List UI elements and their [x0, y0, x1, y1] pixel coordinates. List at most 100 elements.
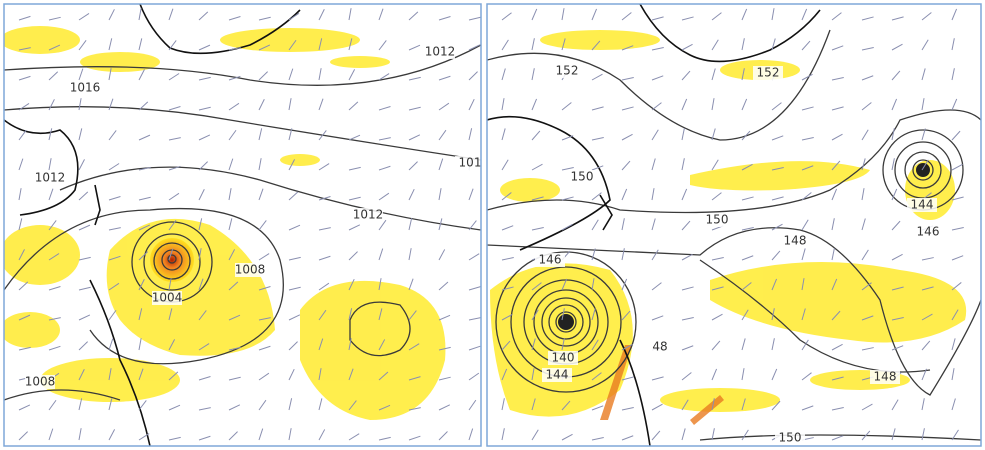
- wind-barb: [831, 133, 843, 141]
- wind-barb: [258, 317, 271, 321]
- wind-barb: [408, 218, 413, 231]
- wind-barb: [891, 220, 901, 231]
- wind-barb: [891, 16, 904, 21]
- wind-barb: [138, 8, 142, 21]
- wind-barb: [288, 286, 301, 291]
- wind-barb: [48, 345, 61, 351]
- wind-barb: [318, 398, 323, 411]
- wind-barb: [591, 106, 604, 111]
- wind-barb: [318, 309, 327, 321]
- isobar-label: 1008: [235, 263, 266, 277]
- coastline: [4, 4, 301, 446]
- wind-barb: [348, 69, 356, 81]
- wind-barb: [771, 102, 782, 111]
- wind-barb: [741, 338, 746, 351]
- wind-barb: [18, 47, 31, 51]
- wind-barb: [681, 399, 689, 411]
- wind-barb: [771, 250, 781, 261]
- wind-barb: [681, 98, 688, 111]
- wind-barb: [138, 308, 143, 321]
- wind-barb: [921, 340, 931, 351]
- wind-barb: [288, 398, 293, 411]
- wind-barb: [531, 163, 543, 171]
- wind-barb: [621, 45, 634, 51]
- wind-barb: [468, 128, 473, 141]
- wind-barb: [318, 163, 330, 171]
- wind-barb: [501, 286, 514, 291]
- wind-barb: [438, 16, 451, 21]
- wind-barb: [348, 278, 355, 291]
- wind-barb: [288, 191, 299, 201]
- wind-barb: [108, 68, 112, 81]
- wind-barb: [78, 68, 84, 81]
- label-bg: [35, 171, 65, 185]
- wind-barb: [18, 218, 23, 231]
- wind-barb: [18, 102, 30, 111]
- wind-barb: [198, 343, 210, 351]
- wind-barb: [78, 428, 82, 441]
- wind-barb: [78, 98, 82, 111]
- typhoon-eye: [558, 314, 574, 330]
- wind-barb: [771, 368, 778, 381]
- wind-barb: [78, 369, 85, 381]
- wind-barb: [18, 314, 31, 321]
- wind-barb: [651, 75, 664, 81]
- wind-barb: [438, 249, 446, 261]
- wind-barb: [48, 399, 57, 411]
- wind-barb: [831, 77, 844, 81]
- wind-barb: [378, 40, 387, 51]
- wind-barb: [138, 338, 142, 351]
- wind-barb: [48, 99, 55, 111]
- wind-barb: [468, 220, 477, 231]
- wind-barb: [921, 398, 925, 411]
- wind-barb: [501, 398, 505, 411]
- wind-barb: [318, 255, 331, 261]
- label-bg: [152, 291, 182, 305]
- wind-barb: [18, 249, 25, 261]
- wind-barb: [18, 281, 29, 291]
- wind-barb: [951, 429, 959, 441]
- wind-barb: [288, 368, 295, 381]
- wind-barb: [591, 40, 601, 51]
- wind-barb: [501, 225, 514, 231]
- wind-barb: [408, 435, 421, 441]
- wind-barb: [711, 398, 715, 411]
- wind-barb: [501, 368, 508, 381]
- label-bg: [25, 375, 55, 389]
- wind-barb: [801, 219, 809, 231]
- wind-barb: [921, 257, 934, 261]
- wind-barb: [621, 188, 628, 201]
- wind-barb: [108, 338, 114, 351]
- wind-barb: [48, 16, 61, 21]
- wind-barb: [891, 158, 895, 171]
- wind-barb: [228, 431, 238, 441]
- wind-barb: [258, 428, 264, 441]
- wind-barb: [168, 219, 177, 231]
- wind-barb: [468, 253, 480, 261]
- wind-barb: [621, 160, 631, 171]
- wind-barb: [831, 435, 844, 441]
- wind-barb: [348, 101, 359, 111]
- wind-barb: [831, 45, 844, 51]
- isobar-label: 1012: [35, 171, 66, 185]
- wind-barb: [861, 218, 866, 231]
- wind-barb: [258, 220, 267, 231]
- label-bg: [780, 234, 810, 248]
- wind-barb: [741, 68, 745, 81]
- wind-barb: [531, 309, 539, 321]
- wind-barb: [348, 196, 361, 201]
- wind-barb: [711, 98, 715, 111]
- wind-barb: [198, 310, 207, 321]
- label-bg: [775, 431, 805, 445]
- wind-barb: [861, 403, 873, 411]
- wind-barb: [78, 256, 91, 261]
- wind-barb: [258, 345, 271, 351]
- wind-barb: [288, 341, 298, 351]
- wind-barb: [318, 368, 322, 381]
- wind-barb: [861, 75, 874, 81]
- wind-barb: [228, 129, 237, 141]
- wind-barb: [78, 398, 83, 411]
- isobar-label: 148: [784, 234, 807, 248]
- wind-barb: [501, 428, 505, 441]
- wind-barb: [861, 16, 874, 21]
